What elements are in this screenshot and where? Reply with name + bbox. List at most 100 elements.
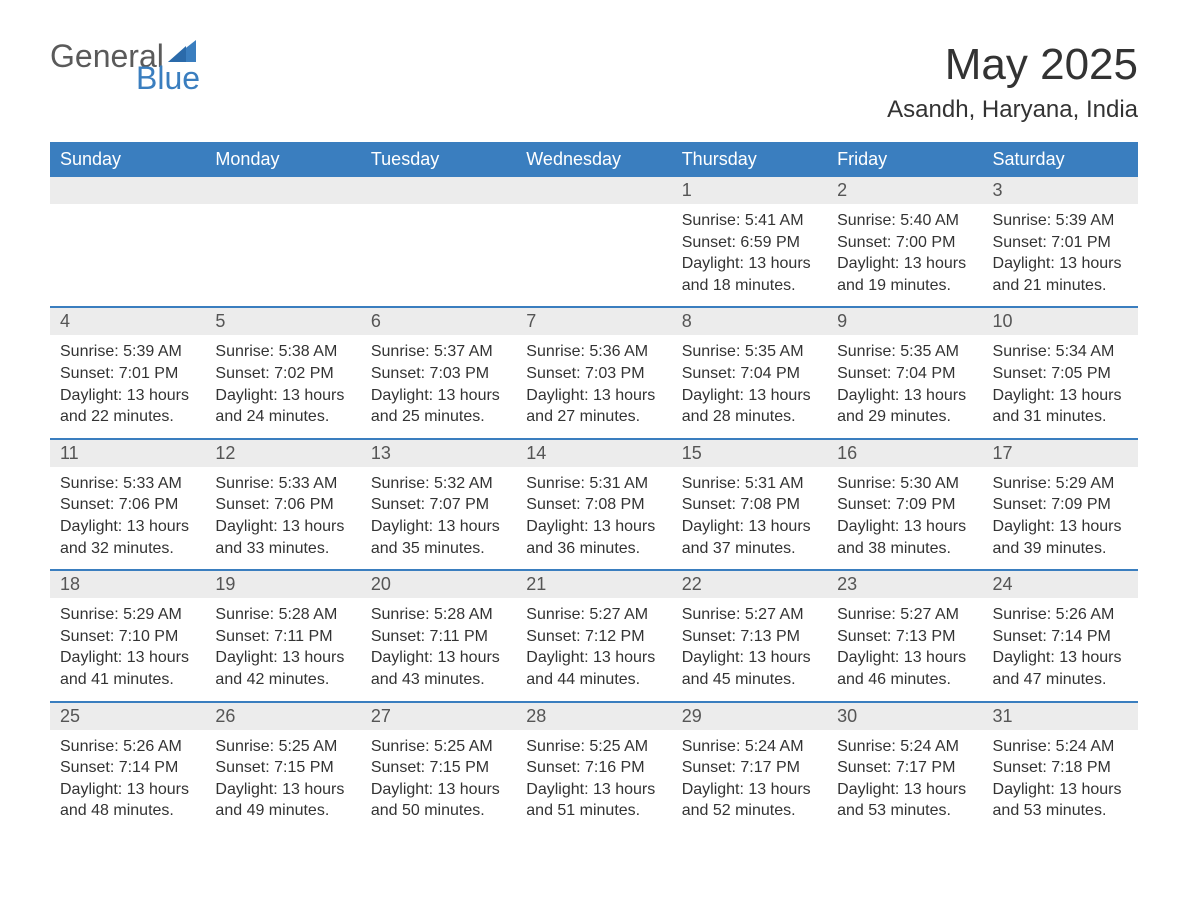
location: Asandh, Haryana, India [887,96,1138,124]
day-number: 13 [361,440,516,467]
month-title: May 2025 [887,40,1138,90]
day-info: Sunrise: 5:27 AMSunset: 7:13 PMDaylight:… [837,604,972,690]
day-number: 25 [50,703,205,730]
day-info: Sunrise: 5:38 AMSunset: 7:02 PMDaylight:… [215,341,350,427]
day-info: Sunrise: 5:32 AMSunset: 7:07 PMDaylight:… [371,473,506,559]
day-number-empty [50,177,205,204]
calendar-header-cell: Wednesday [516,142,671,177]
calendar-header-cell: Friday [827,142,982,177]
day-number: 31 [983,703,1138,730]
day-cell: 10 Sunrise: 5:34 AMSunset: 7:05 PMDayligh… [983,308,1138,437]
day-cell: 25Sunrise: 5:26 AMSunset: 7:14 PMDayligh… [50,703,205,832]
day-cell: 3 Sunrise: 5:39 AMSunset: 7:01 PMDaylight… [983,177,1138,306]
day-cell [205,177,360,306]
day-number: 10 [983,308,1138,335]
day-info: Sunrise: 5:35 AMSunset: 7:04 PMDaylight:… [682,341,817,427]
day-info: Sunrise: 5:31 AMSunset: 7:08 PMDaylight:… [526,473,661,559]
calendar-header-cell: Sunday [50,142,205,177]
calendar-header-row: SundayMondayTuesdayWednesdayThursdayFrid… [50,142,1138,177]
header: General Blue May 2025 Asandh, Haryana, I… [50,40,1138,124]
day-info: Sunrise: 5:33 AMSunset: 7:06 PMDaylight:… [60,473,195,559]
day-info: Sunrise: 5:41 AMSunset: 6:59 PMDaylight:… [682,210,817,296]
day-cell: 27 Sunrise: 5:25 AMSunset: 7:15 PMDayligh… [361,703,516,832]
day-number: 22 [672,571,827,598]
day-cell: 6 Sunrise: 5:37 AMSunset: 7:03 PMDaylight… [361,308,516,437]
day-number: 17 [983,440,1138,467]
day-number: 3 [983,177,1138,204]
day-info: Sunrise: 5:35 AMSunset: 7:04 PMDaylight:… [837,341,972,427]
day-number: 1 [672,177,827,204]
day-info: Sunrise: 5:24 AMSunset: 7:17 PMDaylight:… [837,736,972,822]
day-number: 12 [205,440,360,467]
day-number: 6 [361,308,516,335]
day-info: Sunrise: 5:27 AMSunset: 7:12 PMDaylight:… [526,604,661,690]
day-info: Sunrise: 5:33 AMSunset: 7:06 PMDaylight:… [215,473,350,559]
day-cell: 19 Sunrise: 5:28 AMSunset: 7:11 PMDayligh… [205,571,360,700]
day-info: Sunrise: 5:28 AMSunset: 7:11 PMDaylight:… [371,604,506,690]
day-cell: 15 Sunrise: 5:31 AMSunset: 7:08 PMDayligh… [672,440,827,569]
day-number: 29 [672,703,827,730]
calendar-body: 1 Sunrise: 5:41 AMSunset: 6:59 PMDaylight… [50,177,1138,832]
day-info: Sunrise: 5:25 AMSunset: 7:16 PMDaylight:… [526,736,661,822]
day-cell: 28 Sunrise: 5:25 AMSunset: 7:16 PMDayligh… [516,703,671,832]
day-cell: 14Sunrise: 5:31 AMSunset: 7:08 PMDayligh… [516,440,671,569]
day-info: Sunrise: 5:36 AMSunset: 7:03 PMDaylight:… [526,341,661,427]
day-cell: 7 Sunrise: 5:36 AMSunset: 7:03 PMDaylight… [516,308,671,437]
day-number: 27 [361,703,516,730]
day-cell: 9 Sunrise: 5:35 AMSunset: 7:04 PMDaylight… [827,308,982,437]
day-info: Sunrise: 5:28 AMSunset: 7:11 PMDaylight:… [215,604,350,690]
day-cell: 11Sunrise: 5:33 AMSunset: 7:06 PMDayligh… [50,440,205,569]
day-cell: 17Sunrise: 5:29 AMSunset: 7:09 PMDayligh… [983,440,1138,569]
week-row: 11Sunrise: 5:33 AMSunset: 7:06 PMDayligh… [50,438,1138,569]
logo: General Blue [50,40,200,94]
day-cell [50,177,205,306]
day-info: Sunrise: 5:39 AMSunset: 7:01 PMDaylight:… [993,210,1128,296]
day-info: Sunrise: 5:29 AMSunset: 7:10 PMDaylight:… [60,604,195,690]
week-row: 25Sunrise: 5:26 AMSunset: 7:14 PMDayligh… [50,701,1138,832]
day-cell: 24 Sunrise: 5:26 AMSunset: 7:14 PMDayligh… [983,571,1138,700]
day-info: Sunrise: 5:25 AMSunset: 7:15 PMDaylight:… [371,736,506,822]
day-info: Sunrise: 5:26 AMSunset: 7:14 PMDaylight:… [993,604,1128,690]
week-row: 18 Sunrise: 5:29 AMSunset: 7:10 PMDayligh… [50,569,1138,700]
day-info: Sunrise: 5:24 AMSunset: 7:18 PMDaylight:… [993,736,1128,822]
day-info: Sunrise: 5:31 AMSunset: 7:08 PMDaylight:… [682,473,817,559]
calendar-header-cell: Saturday [983,142,1138,177]
day-number: 23 [827,571,982,598]
day-cell: 12 Sunrise: 5:33 AMSunset: 7:06 PMDayligh… [205,440,360,569]
day-cell: 26Sunrise: 5:25 AMSunset: 7:15 PMDayligh… [205,703,360,832]
day-cell [516,177,671,306]
day-number: 19 [205,571,360,598]
day-number: 9 [827,308,982,335]
day-number: 21 [516,571,671,598]
day-info: Sunrise: 5:30 AMSunset: 7:09 PMDaylight:… [837,473,972,559]
week-row: 1 Sunrise: 5:41 AMSunset: 6:59 PMDaylight… [50,177,1138,306]
day-number: 18 [50,571,205,598]
day-cell: 2Sunrise: 5:40 AMSunset: 7:00 PMDaylight… [827,177,982,306]
day-number: 15 [672,440,827,467]
title-block: May 2025 Asandh, Haryana, India [887,40,1138,124]
day-number: 24 [983,571,1138,598]
day-info: Sunrise: 5:37 AMSunset: 7:03 PMDaylight:… [371,341,506,427]
day-number: 30 [827,703,982,730]
day-info: Sunrise: 5:34 AMSunset: 7:05 PMDaylight:… [993,341,1128,427]
calendar-header-cell: Monday [205,142,360,177]
day-cell: 29Sunrise: 5:24 AMSunset: 7:17 PMDayligh… [672,703,827,832]
day-number: 7 [516,308,671,335]
day-number: 2 [827,177,982,204]
week-row: 4Sunrise: 5:39 AMSunset: 7:01 PMDaylight… [50,306,1138,437]
day-cell: 18 Sunrise: 5:29 AMSunset: 7:10 PMDayligh… [50,571,205,700]
day-cell: 22Sunrise: 5:27 AMSunset: 7:13 PMDayligh… [672,571,827,700]
day-number-empty [205,177,360,204]
day-cell [361,177,516,306]
day-number: 8 [672,308,827,335]
day-cell: 5Sunrise: 5:38 AMSunset: 7:02 PMDaylight… [205,308,360,437]
day-number: 16 [827,440,982,467]
day-number: 28 [516,703,671,730]
day-cell: 20Sunrise: 5:28 AMSunset: 7:11 PMDayligh… [361,571,516,700]
logo-text-blue: Blue [136,62,200,94]
day-number-empty [516,177,671,204]
day-info: Sunrise: 5:25 AMSunset: 7:15 PMDaylight:… [215,736,350,822]
day-cell: 30 Sunrise: 5:24 AMSunset: 7:17 PMDayligh… [827,703,982,832]
calendar-header-cell: Thursday [672,142,827,177]
day-cell: 1 Sunrise: 5:41 AMSunset: 6:59 PMDaylight… [672,177,827,306]
